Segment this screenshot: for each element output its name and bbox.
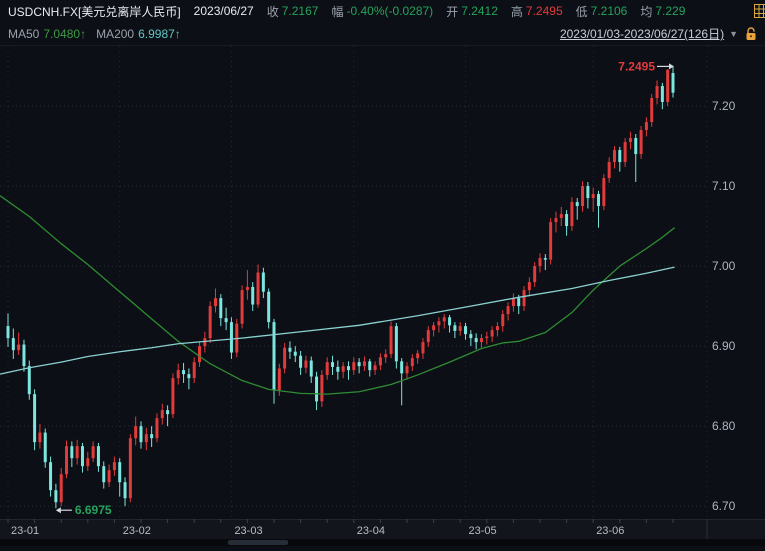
scrollbar-thumb[interactable] — [228, 540, 288, 545]
symbol-title: USDCNH.FX[美元兑离岸人民币] — [8, 3, 181, 20]
x-axis-label: 23-02 — [123, 525, 151, 537]
y-axis-label: 7.20 — [712, 99, 736, 113]
x-axis-label: 23-01 — [11, 525, 39, 537]
x-axis-label: 23-03 — [234, 525, 262, 537]
period-low-label: 6.6975 — [75, 503, 112, 517]
date-range-selector[interactable]: 2023/01/03-2023/06/27(126日) — [560, 25, 724, 42]
chart-area: 7.20 7.10 7.00 6.90 6.80 6.70 23-01 23-02 23-03 2… — [0, 46, 765, 546]
y-axis-label: 7.00 — [712, 259, 736, 273]
y-axis-label: 6.80 — [712, 419, 736, 433]
x-axis-label: 23-05 — [469, 525, 497, 537]
x-axis-label: 23-04 — [357, 525, 385, 537]
y-axis-label: 6.70 — [712, 499, 736, 513]
candlestick-chart[interactable]: 7.20 7.10 7.00 6.90 6.80 6.70 23-01 23-02 23-03 2… — [0, 46, 765, 546]
grid-icon[interactable] — [754, 4, 765, 19]
candles — [7, 66, 675, 508]
low-arrow-icon — [56, 507, 61, 513]
quote-date: 2023/06/27 — [194, 4, 254, 18]
x-axis-label: 23-06 — [596, 525, 624, 537]
chevron-down-icon[interactable]: ▼ — [729, 29, 738, 39]
y-axis-label: 6.90 — [712, 339, 736, 353]
ma200-line — [0, 267, 675, 374]
quote-change: 幅-0.40%(-0.0287) — [331, 3, 433, 20]
y-axis-label: 7.10 — [712, 179, 736, 193]
unlock-icon[interactable] — [745, 27, 757, 41]
period-high-label: 7.2495 — [618, 59, 655, 73]
gridlines: 7.20 7.10 7.00 6.90 6.80 6.70 — [0, 46, 736, 519]
